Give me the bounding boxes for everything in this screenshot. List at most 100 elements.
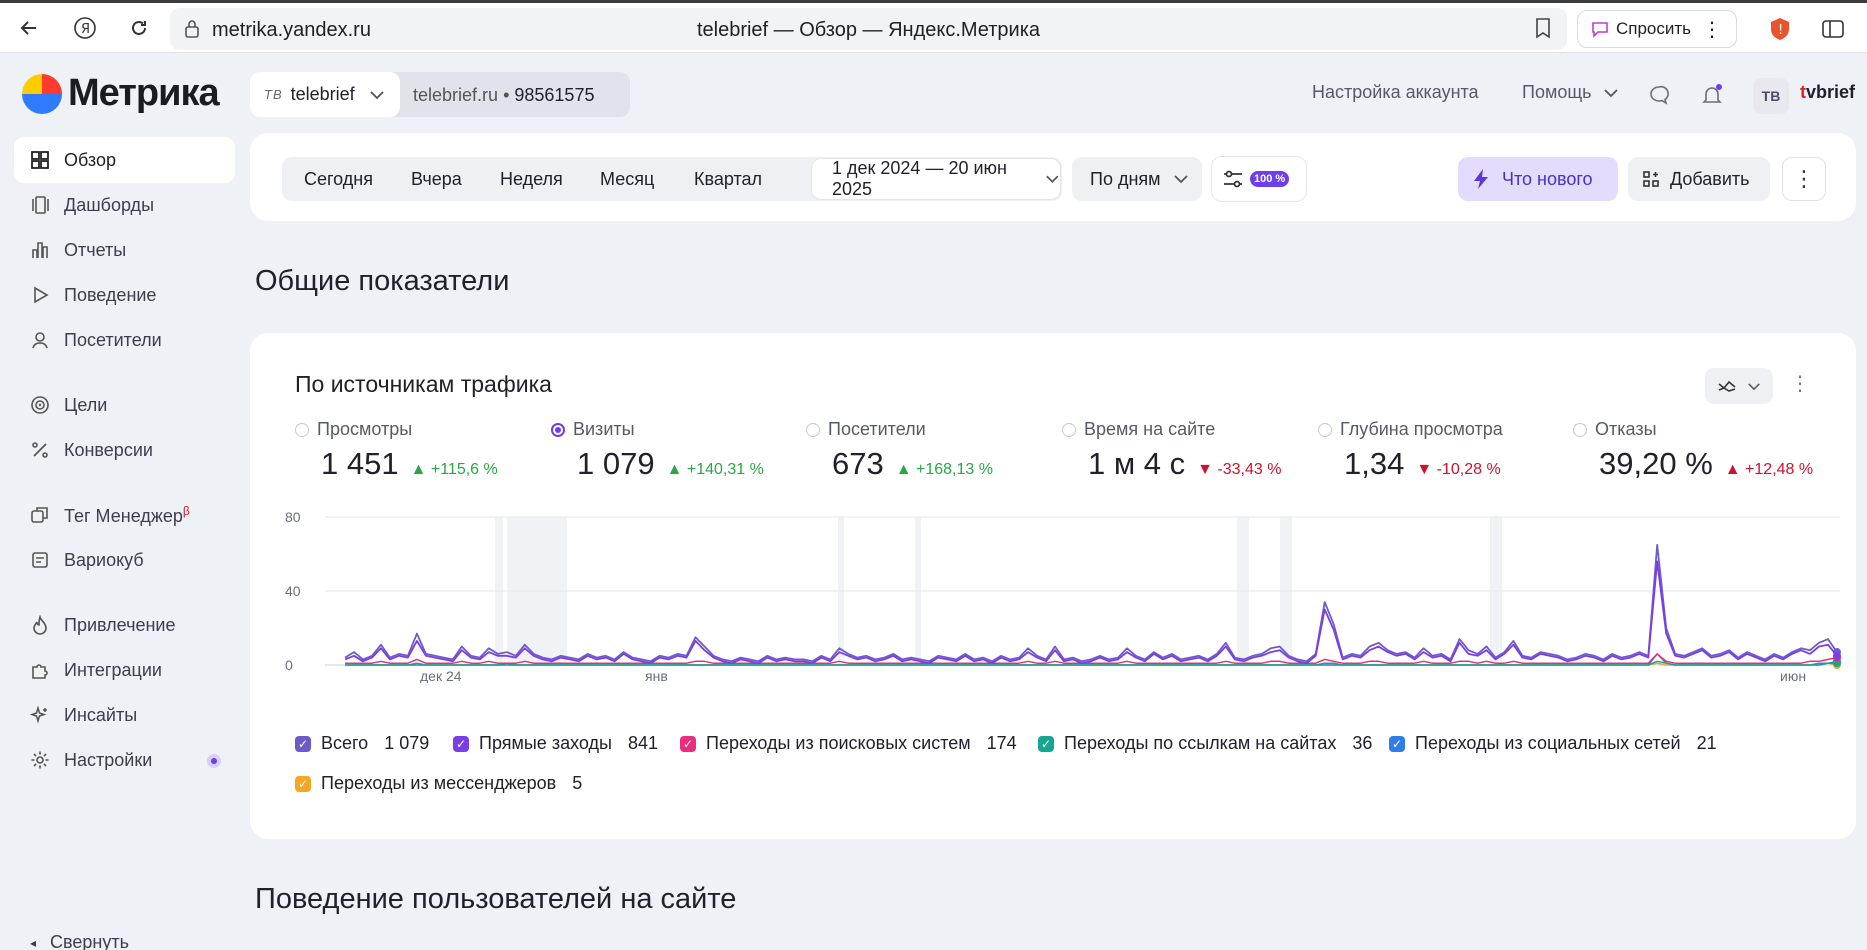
counter-dropdown[interactable]: ТВ telebrief	[250, 72, 400, 117]
metric-radio[interactable]	[1062, 422, 1076, 437]
series-end-point	[1833, 651, 1841, 660]
metric-bounce-rate[interactable]: Отказы 39,20 % ▲ +12,48 %	[1573, 419, 1813, 482]
card-more-icon[interactable]: ⋮	[1790, 373, 1810, 395]
counter-info: telebrief.ru • 98561575	[413, 85, 595, 105]
date-range-picker[interactable]: 1 дек 2024 — 20 июн 2025	[812, 158, 1060, 199]
sidebar-item-tag-manager[interactable]: Тег Менеджерβ	[14, 492, 235, 538]
ask-button[interactable]: Спросить ⋮	[1577, 10, 1737, 48]
help-menu[interactable]: Помощь	[1522, 82, 1619, 103]
period-quarter[interactable]: Квартал	[694, 168, 763, 189]
add-button[interactable]: Добавить	[1628, 157, 1770, 201]
metric-delta: ▼ -33,43 %	[1197, 461, 1282, 478]
sidebar-item-insights[interactable]: Инсайты	[14, 692, 235, 738]
sparkle-icon	[30, 705, 47, 724]
legend-label: Переходы из поисковых систем	[706, 733, 971, 753]
series-end-point	[1833, 659, 1841, 668]
sidebar-item-label: Отчеты	[64, 239, 127, 260]
traffic-line-chart[interactable]: 80 40 0 дек 24 янв июн	[285, 503, 1845, 684]
metric-pageviews[interactable]: Просмотры 1 451 ▲ +115,6 %	[295, 419, 498, 482]
reload-button[interactable]	[124, 13, 154, 43]
metric-time-on-site[interactable]: Время на сайте 1 м 4 с ▼ -33,43 %	[1062, 419, 1281, 482]
sidebar-item-overview[interactable]: Обзор	[14, 137, 235, 183]
metric-value: 1 м 4 с	[1088, 446, 1186, 481]
sidebar-item-acquisition[interactable]: Привлечение	[14, 602, 235, 648]
metric-visitors[interactable]: Посетители 673 ▲ +168,13 %	[806, 419, 993, 482]
metric-value: 1 079	[577, 446, 655, 481]
address-bar[interactable]: metrika.yandex.ru telebrief — Обзор — Ян…	[170, 8, 1567, 50]
counter-selector[interactable]: ТВ telebrief telebrief.ru • 98561575	[250, 72, 630, 117]
chart-type-selector[interactable]	[1705, 368, 1773, 404]
metric-radio[interactable]	[295, 422, 309, 437]
checkbox-checked-icon[interactable]: ✓	[453, 735, 469, 752]
shield-extension-icon[interactable]: !	[1767, 16, 1793, 47]
sidebar-item-variocube[interactable]: Вариокуб	[14, 537, 235, 583]
grouping-dropdown[interactable]: По дням	[1072, 157, 1202, 201]
metrika-logo[interactable]: Метрика	[22, 72, 220, 115]
sidebar-item-reports[interactable]: Отчеты	[14, 227, 235, 273]
checkbox-checked-icon[interactable]: ✓	[295, 775, 311, 792]
chevron-down-icon	[1046, 175, 1059, 183]
metric-label: Посетители	[828, 419, 926, 439]
bookmark-icon[interactable]	[1533, 17, 1553, 44]
legend-item-social[interactable]: ✓ Переходы из социальных сетей 21	[1389, 733, 1717, 754]
checkbox-checked-icon[interactable]: ✓	[680, 735, 696, 752]
series-line[interactable]	[345, 653, 1838, 664]
sidebar-item-conversions[interactable]: Конверсии	[14, 427, 235, 473]
metric-visits[interactable]: Визиты 1 079 ▲ +140,31 %	[551, 419, 764, 482]
period-month[interactable]: Месяц	[600, 168, 655, 189]
sidebar-panel-icon[interactable]	[1820, 16, 1846, 47]
sidebar-item-dashboards[interactable]: Дашборды	[14, 182, 235, 228]
sidebar-item-settings[interactable]: Настройки	[14, 737, 235, 783]
checkbox-checked-icon[interactable]: ✓	[1389, 735, 1405, 752]
messages-icon[interactable]	[1648, 84, 1670, 111]
metric-radio[interactable]	[806, 422, 820, 437]
metric-radio[interactable]	[1573, 422, 1587, 437]
dashboards-icon	[32, 196, 49, 214]
report-toolbar: Сегодня Вчера Неделя Месяц Квартал 1 дек…	[250, 133, 1856, 221]
notifications-bell-icon[interactable]	[1700, 84, 1724, 113]
sidebar-item-label: Дашборды	[64, 194, 154, 215]
back-button[interactable]	[14, 13, 44, 43]
legend-item-messengers[interactable]: ✓ Переходы из мессенджеров 5	[295, 773, 582, 794]
site-domain: telebrief.ru	[413, 85, 499, 105]
whats-new-button[interactable]: Что нового	[1458, 157, 1618, 201]
yandex-button[interactable]: Я	[70, 13, 100, 43]
traffic-chart[interactable]: 80 40 0 дек 24 янв июн	[285, 503, 1845, 684]
more-vertical-icon: ⋮	[1793, 166, 1815, 191]
sidebar-item-behavior[interactable]: Поведение	[14, 272, 235, 318]
metric-radio[interactable]	[551, 422, 565, 437]
metric-label: Просмотры	[317, 419, 413, 439]
sidebar-item-goals[interactable]: Цели	[14, 382, 235, 428]
sidebar-item-visitors[interactable]: Посетители	[14, 317, 235, 363]
flame-icon	[33, 615, 47, 635]
collapse-sidebar-button[interactable]: ◂ Свернуть	[30, 932, 129, 950]
filters-sample-button[interactable]: 100 %	[1212, 157, 1306, 201]
checkbox-checked-icon[interactable]: ✓	[1038, 735, 1054, 752]
period-today[interactable]: Сегодня	[304, 168, 373, 189]
series-line[interactable]	[345, 660, 1837, 666]
more-vertical-icon[interactable]: ⋮	[1702, 19, 1722, 41]
legend-item-links[interactable]: ✓ Переходы по ссылкам на сайтах 36	[1038, 733, 1372, 754]
legend-item-search[interactable]: ✓ Переходы из поисковых систем 174	[680, 733, 1017, 754]
legend-item-total[interactable]: ✓ Всего 1 079	[295, 733, 429, 754]
metric-value: 1,34	[1344, 446, 1405, 481]
period-yesterday[interactable]: Вчера	[411, 168, 462, 189]
y-tick-label: 0	[285, 657, 293, 673]
new-indicator-dot	[207, 754, 221, 768]
avatar[interactable]: TB	[1753, 78, 1789, 114]
account-settings-link[interactable]: Настройка аккаунта	[1312, 82, 1479, 102]
legend-item-direct[interactable]: ✓ Прямые заходы 841	[453, 733, 658, 754]
period-week[interactable]: Неделя	[500, 168, 563, 189]
checkbox-checked-icon[interactable]: ✓	[295, 735, 311, 752]
arrow-left-icon	[20, 21, 36, 35]
counter-id: 98561575	[514, 85, 595, 105]
sidebar-item-label: Интеграции	[64, 659, 162, 680]
metric-radio[interactable]	[1318, 422, 1332, 437]
series-line[interactable]	[344, 543, 1838, 663]
series-line[interactable]	[344, 560, 1838, 665]
sidebar-item-integrations[interactable]: Интеграции	[14, 647, 235, 693]
sidebar-item-label: Привлечение	[64, 614, 176, 635]
username[interactable]: tvbrief	[1800, 82, 1856, 102]
metric-page-depth[interactable]: Глубина просмотра 1,34 ▼ -10,28 %	[1318, 419, 1503, 482]
more-menu-button[interactable]: ⋮	[1782, 157, 1826, 201]
